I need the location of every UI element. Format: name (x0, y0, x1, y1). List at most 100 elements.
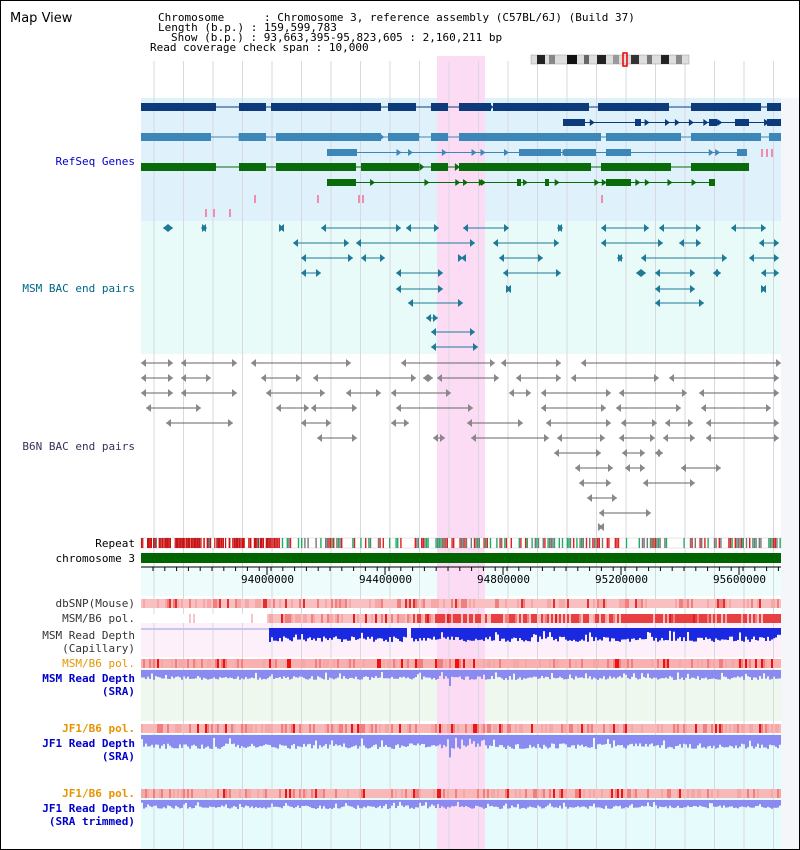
pol-cell (427, 599, 429, 608)
gene-arrow (343, 163, 349, 171)
depth-bar (175, 800, 177, 806)
depth-bar (357, 800, 359, 806)
pol-cell (207, 789, 209, 798)
depth-bar (453, 735, 455, 749)
depth-bar (421, 800, 423, 806)
pol-cell (551, 599, 553, 608)
repeat-element (325, 538, 327, 548)
pol-cell (471, 789, 473, 798)
depth-bar (719, 628, 721, 641)
pol-cell (529, 724, 531, 733)
pol-cell (385, 599, 387, 608)
depth-bar (385, 670, 387, 679)
pol-cell (391, 599, 393, 608)
pol-cell (383, 614, 385, 623)
pol-cell (563, 659, 565, 668)
pol-cell (541, 789, 543, 798)
pol-cell (239, 614, 241, 623)
repeat-element (161, 538, 164, 548)
axis-tick-label: 94800000 (477, 573, 530, 586)
pol-cell (367, 789, 369, 798)
depth-bar (509, 735, 511, 747)
depth-bar (209, 670, 211, 680)
repeat-element (365, 538, 367, 548)
pol-cell (421, 614, 423, 623)
gene-arrow (370, 179, 376, 186)
pol-cell (367, 614, 369, 623)
depth-bar (725, 628, 727, 640)
pol-cell (153, 614, 155, 623)
depth-bar (629, 735, 631, 745)
pol-cell (489, 724, 491, 733)
repeat-element (216, 538, 218, 548)
depth-bar (631, 670, 633, 677)
depth-bar (479, 670, 481, 677)
pol-cell (413, 614, 415, 623)
pol-cell (719, 659, 721, 668)
pol-cell (753, 724, 755, 733)
depth-bar (437, 670, 439, 679)
depth-bar (375, 735, 377, 745)
gene-tick (771, 149, 773, 157)
pol-cell (391, 789, 393, 798)
repeat-element (704, 538, 706, 548)
repeat-element (337, 538, 340, 548)
pol-cell (407, 724, 409, 733)
pol-cell (761, 724, 763, 733)
repeat-element (278, 538, 280, 548)
depth-bar (619, 670, 621, 677)
pol-cell (751, 599, 753, 608)
pol-cell (697, 724, 699, 733)
repeat-element (179, 538, 181, 548)
depth-bar (403, 670, 405, 677)
depth-bar (719, 735, 721, 745)
pol-cell (171, 659, 173, 668)
pol-cell (189, 599, 191, 608)
pol-cell (389, 599, 391, 608)
pol-cell (573, 789, 575, 798)
gene-arrow (579, 103, 585, 111)
pol-cell (331, 789, 333, 798)
depth-bar (451, 628, 453, 637)
repeat-element (691, 538, 693, 548)
depth-bar (351, 670, 353, 678)
repeat-element (192, 538, 194, 548)
pol-cell (561, 614, 563, 623)
pol-cell (711, 789, 713, 798)
repeat-element (656, 538, 658, 548)
gene-block (276, 133, 381, 141)
repeat-element (526, 538, 528, 548)
jf1-b6-pol-trim-label: JF1/B6 pol. (62, 787, 135, 800)
depth-bar (477, 800, 479, 806)
pol-cell (605, 789, 607, 798)
pol-cell (265, 599, 267, 608)
depth-bar (551, 670, 553, 673)
pol-cell (143, 789, 145, 798)
repeat-element (576, 538, 578, 548)
pol-cell (749, 614, 751, 623)
pol-cell (439, 724, 441, 733)
gene-arrow (379, 133, 385, 141)
pol-cell (287, 789, 289, 798)
pol-cell (737, 614, 739, 623)
pol-cell (511, 659, 513, 668)
depth-bar (221, 735, 223, 748)
gene-arrow (478, 179, 484, 186)
pol-cell (253, 724, 255, 733)
pol-cell (539, 724, 541, 733)
pol-cell (347, 789, 349, 798)
bac-end (468, 404, 473, 412)
gene-arrow (396, 149, 402, 156)
pol-cell (749, 724, 751, 733)
depth-bar (339, 670, 341, 674)
depth-bar (479, 735, 481, 747)
pol-cell (291, 599, 293, 608)
pol-cell (557, 599, 559, 608)
depth-bar (459, 735, 461, 749)
pol-cell (431, 614, 433, 623)
pol-cell (213, 724, 215, 733)
repeat-element (689, 538, 692, 548)
pol-cell (693, 724, 695, 733)
pol-cell (447, 614, 449, 623)
